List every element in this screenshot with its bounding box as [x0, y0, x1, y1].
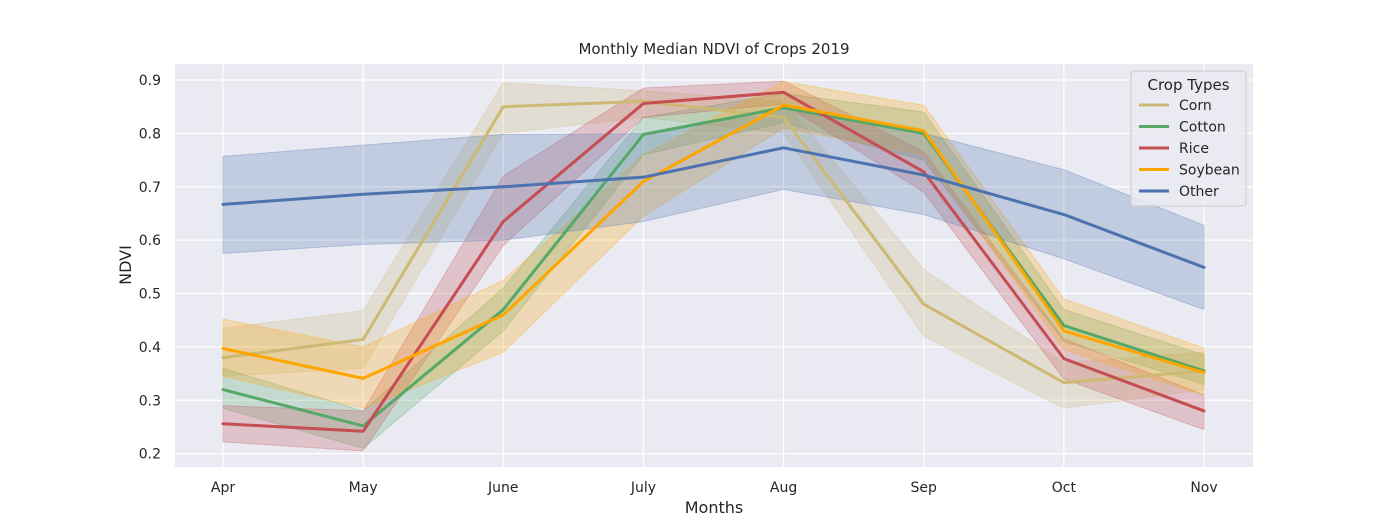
x-tick-label: Oct: [1052, 480, 1077, 496]
legend-label-other: Other: [1179, 184, 1219, 200]
line-rice: [221, 90, 1206, 433]
x-tick-labels: Apr May June July Aug Sep Oct Nov: [211, 480, 1218, 496]
x-tick-label: Aug: [770, 480, 797, 496]
x-tick-label: May: [349, 480, 378, 496]
x-tick-label: June: [487, 480, 519, 496]
legend: Crop Types Corn Cotton Rice Soybean Other: [1130, 70, 1247, 207]
legend-label-cotton: Cotton: [1179, 120, 1226, 136]
line-other: [221, 146, 1206, 269]
y-tick-label: 0.4: [139, 340, 161, 356]
y-tick-label: 0.7: [139, 180, 161, 196]
y-tick-label: 0.6: [139, 233, 161, 249]
y-tick-label: 0.9: [139, 73, 161, 89]
x-tick-label: Sep: [911, 480, 938, 496]
band-soybean: [222, 81, 1205, 409]
legend-label-soybean: Soybean: [1179, 163, 1240, 179]
x-tick-label: July: [630, 480, 656, 496]
y-tick-label: 0.3: [139, 393, 161, 409]
chart-title: Monthly Median NDVI of Crops 2019: [578, 40, 849, 58]
x-tick-label: Apr: [211, 480, 235, 496]
x-tick-label: Nov: [1190, 480, 1217, 496]
legend-label-corn: Corn: [1179, 98, 1212, 114]
y-tick-label: 0.8: [139, 126, 161, 142]
line-cotton: [221, 106, 1206, 428]
line-corn: [221, 99, 1206, 385]
series-lines: [221, 90, 1206, 433]
legend-title: Crop Types: [1147, 76, 1229, 94]
y-tick-label: 0.5: [139, 287, 161, 303]
gridlines: [175, 64, 1253, 467]
y-tick-labels: 0.2 0.3 0.4 0.5 0.6 0.7 0.8 0.9: [139, 73, 161, 463]
line-soybean: [221, 103, 1206, 380]
y-tick-label: 0.2: [139, 447, 161, 463]
legend-label-rice: Rice: [1179, 141, 1209, 157]
x-axis-title: Months: [685, 498, 743, 517]
band-other: [222, 106, 1205, 311]
y-axis-title: NDVI: [116, 245, 135, 285]
